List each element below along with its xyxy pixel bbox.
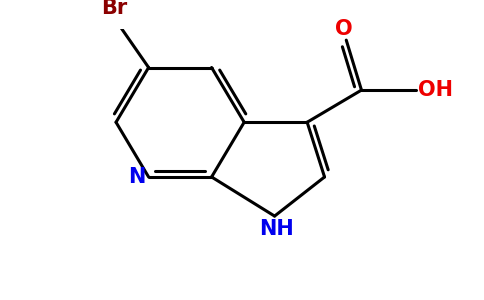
Text: N: N bbox=[128, 167, 145, 187]
Text: NH: NH bbox=[259, 219, 294, 239]
Text: OH: OH bbox=[418, 80, 453, 100]
Text: O: O bbox=[335, 19, 353, 39]
Text: Br: Br bbox=[101, 0, 127, 18]
